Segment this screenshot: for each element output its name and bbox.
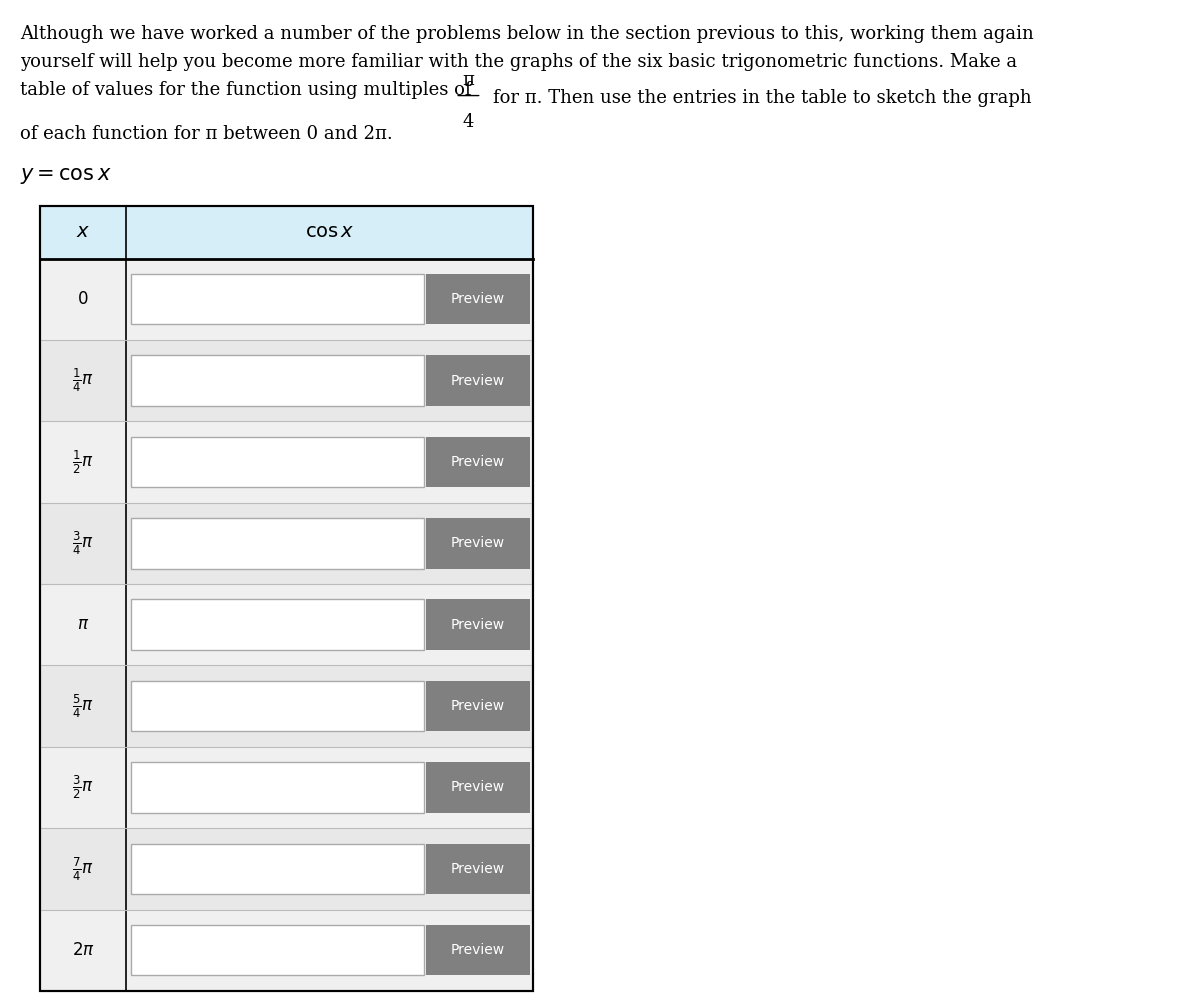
Bar: [426, 518, 530, 568]
Text: $x$: $x$: [76, 223, 90, 241]
Text: $\frac{3}{4}\pi$: $\frac{3}{4}\pi$: [72, 529, 94, 557]
Text: for π. Then use the entries in the table to sketch the graph: for π. Then use the entries in the table…: [492, 89, 1031, 107]
Text: Preview: Preview: [451, 373, 505, 387]
Text: $0$: $0$: [77, 291, 89, 308]
Text: Preview: Preview: [451, 781, 505, 795]
Text: Although we have worked a number of the problems below in the section previous t: Although we have worked a number of the …: [19, 25, 1033, 99]
Text: $\frac{3}{2}\pi$: $\frac{3}{2}\pi$: [72, 774, 94, 801]
Bar: [426, 844, 530, 894]
Bar: [131, 600, 425, 650]
Bar: [131, 355, 425, 405]
Text: Preview: Preview: [451, 292, 505, 306]
Bar: [131, 844, 425, 894]
Bar: [426, 355, 530, 405]
Text: Preview: Preview: [451, 699, 505, 713]
Bar: [131, 681, 425, 731]
Text: $\cos x$: $\cos x$: [305, 223, 355, 241]
Bar: [131, 925, 425, 976]
Bar: [426, 681, 530, 731]
Bar: [40, 206, 533, 259]
Bar: [131, 518, 425, 568]
Bar: [131, 274, 425, 325]
Text: $y = \cos x$: $y = \cos x$: [19, 166, 112, 186]
Text: Preview: Preview: [451, 944, 505, 958]
Text: $\frac{5}{4}\pi$: $\frac{5}{4}\pi$: [72, 692, 94, 720]
Bar: [131, 763, 425, 813]
Text: π: π: [462, 70, 474, 89]
Bar: [131, 437, 425, 487]
Text: $\frac{7}{4}\pi$: $\frac{7}{4}\pi$: [72, 855, 94, 882]
Bar: [40, 206, 533, 991]
Bar: [40, 206, 533, 991]
Bar: [426, 274, 530, 325]
Bar: [40, 909, 533, 991]
Text: of each function for π between 0 and 2π.: of each function for π between 0 and 2π.: [19, 125, 392, 143]
Bar: [426, 437, 530, 487]
Bar: [40, 746, 533, 828]
Text: $\pi$: $\pi$: [77, 617, 89, 633]
Bar: [40, 584, 533, 665]
Bar: [40, 259, 533, 340]
Text: Preview: Preview: [451, 862, 505, 876]
Bar: [426, 763, 530, 813]
Bar: [40, 422, 533, 503]
Text: $\frac{1}{4}\pi$: $\frac{1}{4}\pi$: [72, 367, 94, 394]
Bar: [40, 828, 533, 909]
Bar: [40, 340, 533, 422]
Text: $2\pi$: $2\pi$: [72, 942, 95, 959]
Bar: [40, 665, 533, 746]
Text: $\frac{1}{2}\pi$: $\frac{1}{2}\pi$: [72, 449, 94, 476]
Text: Preview: Preview: [451, 536, 505, 550]
Bar: [426, 600, 530, 650]
Text: Preview: Preview: [451, 455, 505, 469]
Text: 4: 4: [463, 113, 474, 131]
Text: Preview: Preview: [451, 618, 505, 632]
Bar: [426, 925, 530, 976]
Bar: [40, 503, 533, 584]
